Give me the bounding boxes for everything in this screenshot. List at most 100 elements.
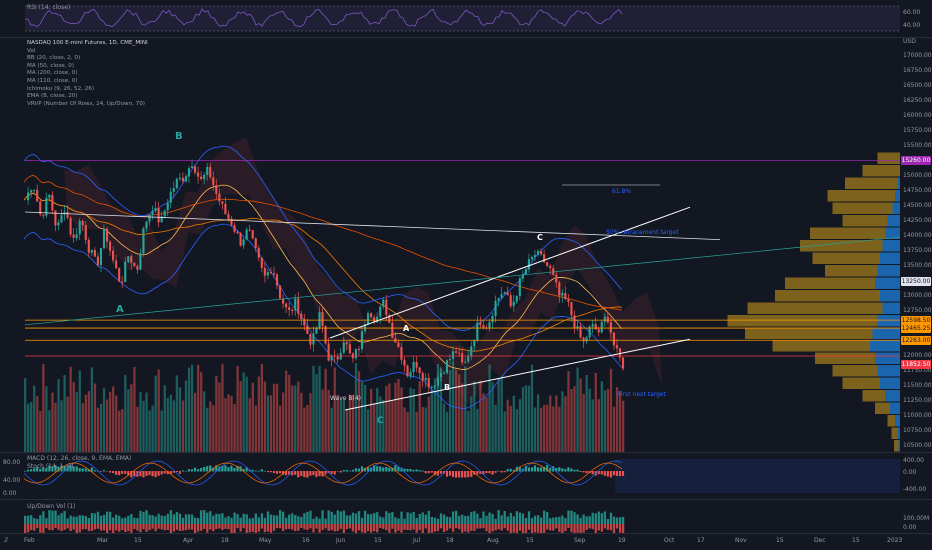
indicator-label[interactable]: MA (200, close, 0) [27,70,78,77]
up-volume-bar [30,515,33,524]
volume-bar [552,406,555,452]
indicator-label[interactable]: Ichimoku (9, 26, 52, 26) [27,85,95,92]
up-volume-bar [233,512,236,524]
macd-tick: 0.00 [903,469,917,476]
macd-histogram-bar [278,471,282,474]
price-tick: 16250.00 [903,97,932,104]
price-tag: 12598.50 [901,315,931,325]
indicator-label[interactable]: EMA (8, close, 20) [27,93,78,100]
price-tick: 11500.00 [903,382,932,389]
candle-body [391,322,394,339]
macd-histogram-bar [200,468,203,472]
main-price-pane[interactable]: NASDAQ 100 E-mini Futures, 1D, CME_MINI … [0,38,900,452]
price-tag: 15260.00 [901,155,931,165]
indicator-label[interactable]: BB (20, close, 2, 0) [27,55,81,62]
up-volume-bar [354,513,358,524]
candle-body [503,292,506,295]
up-volume-bar [382,517,385,524]
up-volume-bar [536,515,540,524]
candle-body [379,306,382,317]
candle-body [473,340,476,347]
up-volume-bar [251,517,254,524]
z-icon[interactable]: ℤ [4,537,9,544]
candle-body [127,256,130,262]
up-volume-bar [209,511,212,524]
macd-histogram-bar [145,471,148,476]
ema-line [23,184,623,370]
volume-bar [169,394,172,452]
indicator-label[interactable]: MA (50, close, 0) [27,62,74,69]
candle-body [591,324,594,327]
candle-body [436,376,439,386]
macd-histogram-bar [591,471,594,475]
candle-body [297,298,300,314]
down-volume-bar [415,524,418,533]
volume-bar [467,411,470,452]
volume-profile-down-bar [892,202,900,214]
up-volume-bar [172,514,176,524]
candle-body [75,234,78,238]
macd-histogram-bar [203,467,206,472]
rsi-tick: 60.00 [903,9,921,16]
macd-histogram-bar [260,469,263,472]
rsi-pane[interactable]: RSI (14, close) [0,0,900,37]
down-volume-bar [163,524,166,531]
updown-volume-pane[interactable]: Up/Down Vol (1) [0,500,900,533]
candle-body [108,241,112,251]
candle-body [124,261,127,283]
macd-histogram-bar [379,466,382,472]
macd-histogram-bar [193,467,197,472]
up-volume-bar [145,510,148,524]
down-volume-bar [263,524,267,533]
up-volume-bar [136,517,139,524]
time-axis[interactable]: Feb Mar 15 Apr 18 May 16 Jun 15 Jul 18 Aug 15 Sep 19 Oc… [0,533,902,550]
macd-left-tick: 0.00 [3,490,17,497]
candle-body [230,218,233,226]
candle-body [254,238,257,248]
price-axis[interactable]: USD 17000.00 16750.00 16500.00 16250.00 1600… [900,38,932,452]
candle-body [166,202,169,211]
candle-body [48,194,51,198]
up-volume-bar [315,516,318,524]
indicator-label[interactable]: MA (110, close, 0) [27,77,78,84]
down-volume-bar [473,524,476,531]
candle-body [600,321,603,333]
time-tick: 15 [776,537,784,544]
down-volume-bar [160,524,163,530]
up-volume-bar [275,515,279,524]
volume-bar [60,400,63,452]
candle-body [412,362,415,372]
macd-histogram-bar [294,471,297,475]
macd-histogram-bar [178,471,181,474]
down-volume-bar [406,524,409,531]
down-volume-bar [136,524,139,531]
volume-bar [476,408,479,452]
volume-profile-down-bar [897,177,900,189]
up-volume-bar [409,513,412,524]
volume-bar [524,385,528,452]
down-volume-bar [421,524,424,533]
candle-body [357,349,361,351]
down-volume-bar [178,524,182,531]
down-volume-bar [151,524,154,529]
down-volume-bar [203,524,206,529]
indicator-label[interactable]: Vol [27,47,36,54]
down-volume-bar [549,524,552,531]
down-volume-bar [157,524,160,529]
volume-bar [163,385,166,452]
down-volume-bar [260,524,264,529]
up-volume-bar [178,513,182,524]
indicator-label[interactable]: VRVP (Number Of Rows, 24, Up/Down, 70) [27,100,145,107]
macd-pane[interactable]: MACD (12, 26, close, 9, EMA, EMA) Stoch … [0,453,900,499]
up-volume-bar [87,517,91,524]
up-volume-bar [245,514,248,524]
volume-bar [227,394,230,452]
up-volume-bar [497,510,500,524]
price-tick: 13500.00 [903,262,932,269]
candle-body [439,373,442,377]
up-volume-bar [224,517,227,524]
candle-body [470,346,473,357]
volume-profile-down-bar [870,340,900,352]
macd-histogram-bar [130,471,133,478]
candle-body [133,262,136,267]
